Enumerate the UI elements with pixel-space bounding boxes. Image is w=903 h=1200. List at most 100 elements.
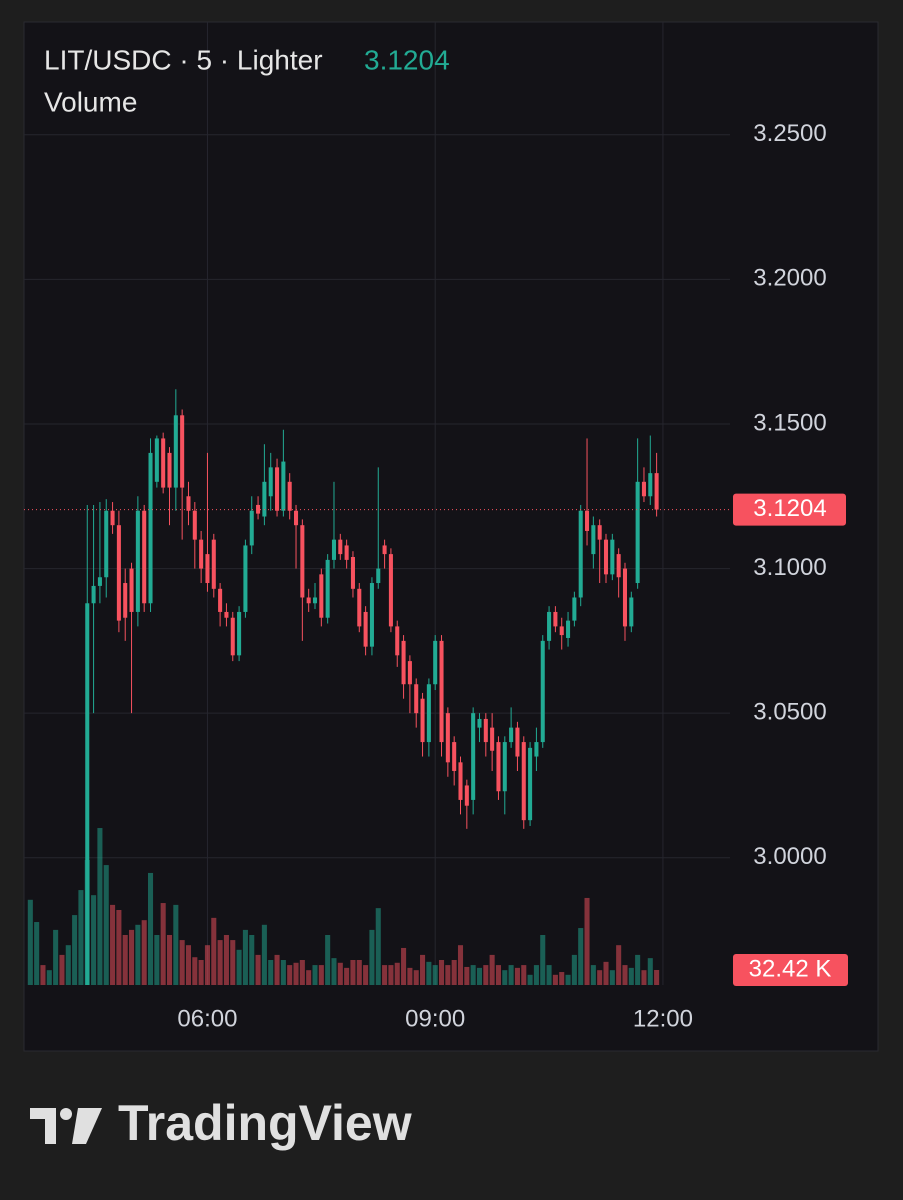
candle-body [648, 473, 653, 497]
volume-bar [337, 962, 343, 985]
candle-body [262, 481, 267, 517]
volume-bar [217, 940, 223, 985]
candle-body [610, 539, 615, 575]
y-tick-label: 3.0500 [753, 699, 826, 726]
candle-body [287, 481, 292, 511]
candle-body [319, 574, 324, 618]
volume-bar [192, 957, 198, 985]
volume-bar [654, 969, 660, 985]
candle-body [585, 510, 590, 531]
candle-body [388, 554, 393, 627]
candle-body [603, 539, 609, 575]
volume-bar [622, 965, 628, 985]
volume-bar [255, 954, 261, 985]
volume-bar [590, 965, 596, 985]
volume-bar [628, 967, 634, 985]
volume-bar [363, 965, 369, 985]
volume-bar [413, 970, 419, 985]
volume-bar [53, 929, 59, 985]
volume-bar [457, 945, 464, 985]
chart-pane [23, 21, 879, 1052]
y-tick-label: 3.2500 [753, 120, 826, 147]
candle-body [540, 640, 545, 743]
volume-bar [584, 897, 590, 985]
candle-body [363, 611, 368, 647]
candle-body [350, 557, 355, 589]
candle-body [641, 481, 646, 497]
candle-body [426, 684, 431, 743]
y-tick-label: 3.2000 [753, 265, 826, 292]
volume-bar [287, 965, 293, 985]
volume-bar [432, 965, 438, 985]
candle-body [325, 559, 330, 618]
candle-body [635, 481, 640, 584]
candle-body [452, 742, 457, 771]
y-tick-label: 3.0000 [753, 843, 826, 870]
candle-body [110, 510, 115, 526]
candle-body [142, 510, 147, 604]
volume-bar [166, 934, 173, 985]
axes: 3.0000 3.0500 3.1000 3.1500 3.2000 3.2500 06:0… [24, 120, 848, 1032]
volume-bar [407, 967, 413, 985]
volume-bar [508, 965, 514, 985]
y-tick-label: 3.1500 [753, 409, 826, 436]
volume-bar [78, 890, 84, 985]
candle-body [496, 742, 501, 792]
volume-bar [603, 961, 609, 985]
candle-body [382, 545, 387, 555]
volume-legend: Volume [44, 86, 137, 117]
candle-body [591, 525, 596, 555]
volume-bar [116, 909, 122, 985]
candle-body [420, 698, 425, 743]
volume-bar [578, 928, 584, 985]
candle-body [439, 640, 444, 743]
volume-bar [268, 959, 274, 985]
candle-body [407, 661, 412, 685]
candle-body [471, 713, 476, 800]
candle-body [205, 554, 210, 584]
candle-body [91, 585, 96, 604]
volume-bar [401, 947, 407, 985]
x-tick-label: 06:00 [177, 1005, 237, 1032]
candle-body [401, 640, 406, 685]
volume-bar [274, 954, 280, 985]
volume-bar [129, 929, 135, 985]
x-tick-label: 12:00 [633, 1005, 693, 1032]
volume-bar [34, 922, 40, 985]
volume-bar [609, 970, 615, 985]
candle-body [249, 510, 254, 546]
volume-bar [280, 959, 286, 985]
volume-bar [394, 962, 400, 985]
candle-body [275, 467, 280, 511]
volume-bar [331, 958, 337, 985]
volume-bar [40, 965, 46, 985]
candle-body [534, 742, 539, 757]
candle-body [369, 583, 374, 647]
volume-bar [72, 915, 78, 985]
volume-bar [154, 934, 160, 985]
candle-body [116, 525, 121, 621]
volume-bar [110, 904, 116, 985]
candle-body [180, 415, 185, 488]
volume-bar [242, 929, 248, 985]
candle-body [294, 510, 299, 526]
volume-bar [261, 924, 267, 985]
candle-body [85, 603, 90, 985]
volume-bar [521, 965, 527, 985]
candle-body [161, 438, 166, 488]
volume-bar [204, 945, 210, 985]
last-price-label: 3.1204 [753, 495, 826, 522]
volume-bar [616, 945, 622, 985]
volume-bar [502, 970, 508, 985]
candle-body [344, 545, 349, 560]
candle-body [300, 525, 305, 598]
volume-bar [445, 965, 451, 985]
volume-bar [160, 903, 166, 985]
chart-title: LIT/USDC · 5 · Lighter [44, 44, 323, 75]
candle-body [237, 611, 242, 656]
volume-bar [306, 970, 312, 985]
last-volume-badge [733, 953, 848, 986]
candle-body [123, 583, 128, 618]
grid [24, 22, 730, 985]
last-price-badge [733, 493, 846, 526]
